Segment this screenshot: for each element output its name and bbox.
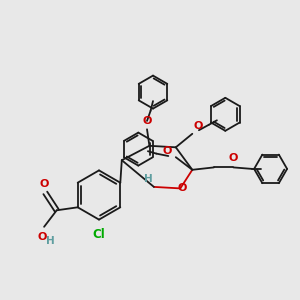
Text: O: O bbox=[194, 121, 203, 131]
Text: O: O bbox=[39, 179, 49, 189]
Text: H: H bbox=[144, 174, 153, 184]
Text: Cl: Cl bbox=[93, 228, 105, 241]
Text: O: O bbox=[163, 146, 172, 156]
Text: O: O bbox=[177, 183, 187, 194]
Text: O: O bbox=[142, 116, 152, 126]
Text: O: O bbox=[38, 232, 47, 242]
Text: H: H bbox=[46, 236, 55, 246]
Text: O: O bbox=[229, 153, 238, 163]
